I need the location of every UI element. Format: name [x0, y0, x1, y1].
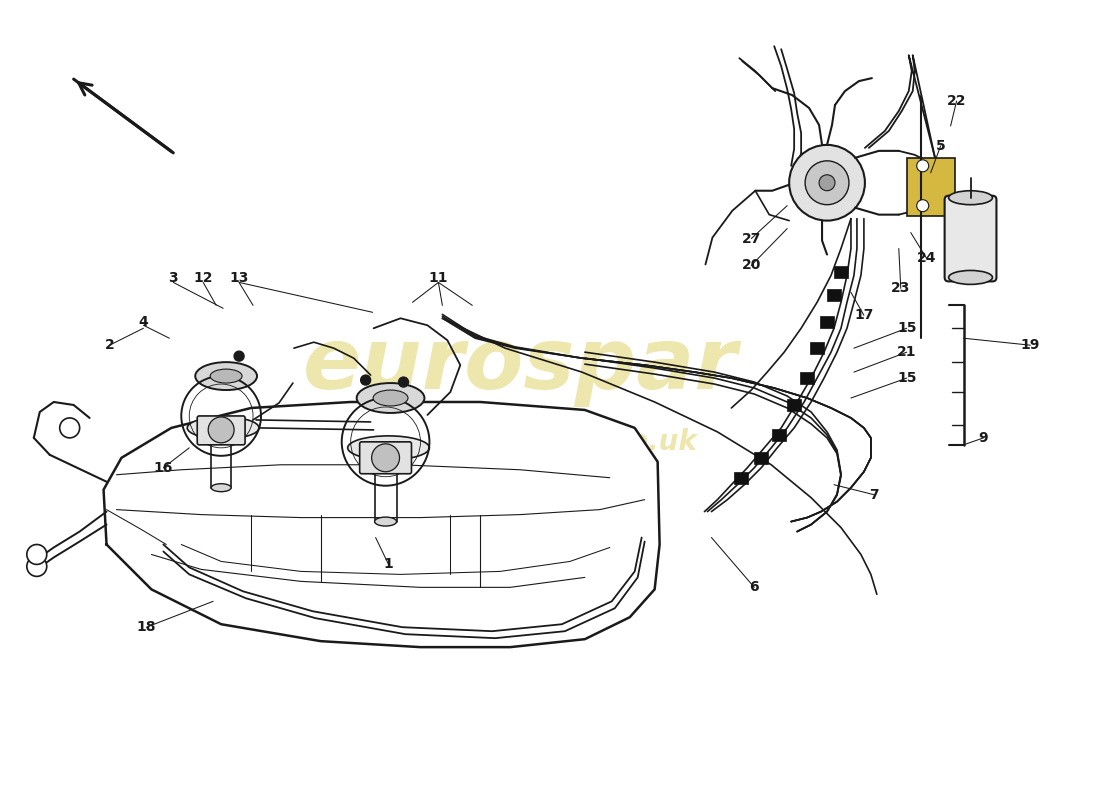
Text: 13: 13 — [230, 271, 249, 286]
Bar — [735, 472, 748, 484]
Text: 9: 9 — [979, 431, 988, 445]
Text: 12: 12 — [194, 271, 213, 286]
Text: 5: 5 — [936, 139, 946, 153]
Ellipse shape — [348, 436, 429, 460]
Ellipse shape — [373, 390, 408, 406]
Bar — [821, 316, 834, 328]
Bar — [772, 429, 786, 441]
Circle shape — [372, 444, 399, 472]
Bar — [755, 452, 768, 464]
Bar — [827, 290, 842, 302]
Circle shape — [208, 417, 234, 443]
Circle shape — [361, 375, 371, 385]
Text: 15: 15 — [896, 371, 916, 385]
Circle shape — [398, 377, 408, 387]
Ellipse shape — [211, 484, 231, 492]
Circle shape — [789, 145, 865, 221]
Ellipse shape — [187, 417, 258, 439]
Text: eurospar: eurospar — [302, 324, 737, 406]
Text: 17: 17 — [855, 308, 873, 322]
FancyBboxPatch shape — [197, 416, 245, 445]
FancyBboxPatch shape — [945, 196, 997, 282]
Ellipse shape — [948, 190, 992, 205]
Text: 16: 16 — [154, 461, 173, 474]
Bar — [834, 266, 848, 278]
Circle shape — [916, 200, 928, 212]
Ellipse shape — [356, 383, 425, 413]
Text: 20: 20 — [741, 258, 761, 273]
Text: 24: 24 — [917, 251, 936, 266]
Circle shape — [805, 161, 849, 205]
Text: 7: 7 — [869, 488, 879, 502]
Circle shape — [59, 418, 79, 438]
Circle shape — [820, 174, 835, 190]
Text: 3: 3 — [168, 271, 178, 286]
Text: 27: 27 — [741, 231, 761, 246]
Text: 21: 21 — [896, 345, 916, 359]
Text: 18: 18 — [136, 620, 156, 634]
Circle shape — [916, 160, 928, 172]
Ellipse shape — [948, 270, 992, 285]
Text: a place for parts.co.uk: a place for parts.co.uk — [343, 428, 696, 456]
Text: 11: 11 — [429, 271, 448, 286]
Circle shape — [26, 557, 47, 576]
Circle shape — [234, 351, 244, 361]
Ellipse shape — [195, 362, 257, 390]
Ellipse shape — [210, 369, 242, 383]
Text: 23: 23 — [891, 282, 911, 295]
Text: 1: 1 — [384, 558, 394, 571]
FancyBboxPatch shape — [360, 442, 411, 474]
Text: 19: 19 — [1021, 338, 1040, 352]
Bar — [788, 399, 801, 411]
Circle shape — [26, 545, 47, 565]
Ellipse shape — [375, 517, 396, 526]
Text: 4: 4 — [139, 315, 148, 330]
Bar — [800, 372, 814, 384]
Bar — [810, 342, 824, 354]
Text: 2: 2 — [104, 338, 114, 352]
Text: 22: 22 — [947, 94, 966, 108]
Text: 15: 15 — [896, 322, 916, 335]
Text: 6: 6 — [749, 580, 759, 594]
Polygon shape — [103, 402, 660, 647]
FancyBboxPatch shape — [906, 158, 955, 216]
